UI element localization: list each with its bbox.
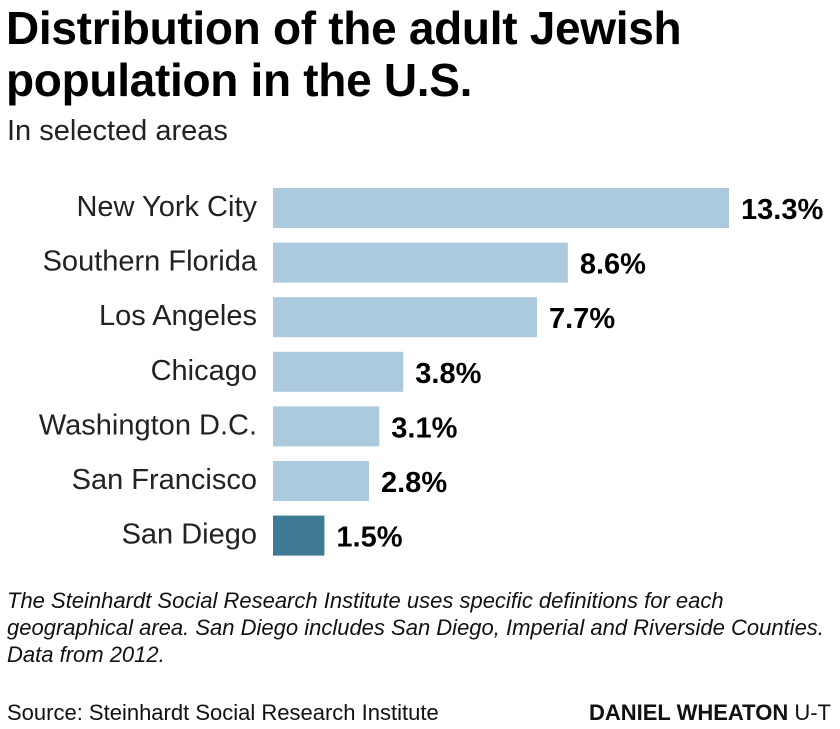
category-label-los-angeles: Los Angeles (99, 300, 257, 332)
bar-southern-florida (273, 242, 568, 283)
value-label-southern-florida: 8.6% (580, 249, 646, 281)
bar-washington-d-c (273, 406, 380, 447)
source-text: Source: Steinhardt Social Research Insti… (7, 700, 439, 725)
bar-new-york-city (273, 188, 729, 228)
bar-chicago (273, 351, 404, 392)
credit-org: U-T (794, 700, 831, 725)
category-label-chicago: Chicago (151, 355, 257, 387)
category-label-san-francisco: San Francisco (72, 464, 257, 496)
chart-title: Distribution of the adult Jewish populat… (6, 2, 682, 106)
bar-san-francisco (273, 461, 369, 501)
chart-subtitle: In selected areas (7, 115, 228, 147)
value-label-washington-d-c: 3.1% (391, 412, 457, 444)
category-label-southern-florida: Southern Florida (43, 246, 258, 278)
category-label-new-york-city: New York City (76, 191, 257, 223)
category-label-san-diego: San Diego (122, 519, 257, 551)
value-label-los-angeles: 7.7% (549, 303, 615, 335)
category-label-washington-d-c: Washington D.C. (39, 409, 257, 441)
footer: Source: Steinhardt Social Research Insti… (7, 700, 833, 726)
chart-note: The Steinhardt Social Research Institute… (7, 588, 824, 667)
value-label-san-francisco: 2.8% (381, 467, 447, 499)
value-label-new-york-city: 13.3% (741, 194, 823, 226)
credit-name: DANIEL WHEATON (588, 700, 789, 725)
value-label-san-diego: 1.5% (336, 522, 402, 554)
credit: DANIEL WHEATON U-T (589, 700, 831, 726)
value-label-chicago: 3.8% (415, 358, 481, 390)
bar-los-angeles (273, 297, 537, 338)
bar-chart: New York City 13.3% Southern Florida 8.6% Lo… (39, 188, 823, 556)
bar-san-diego (273, 515, 325, 556)
